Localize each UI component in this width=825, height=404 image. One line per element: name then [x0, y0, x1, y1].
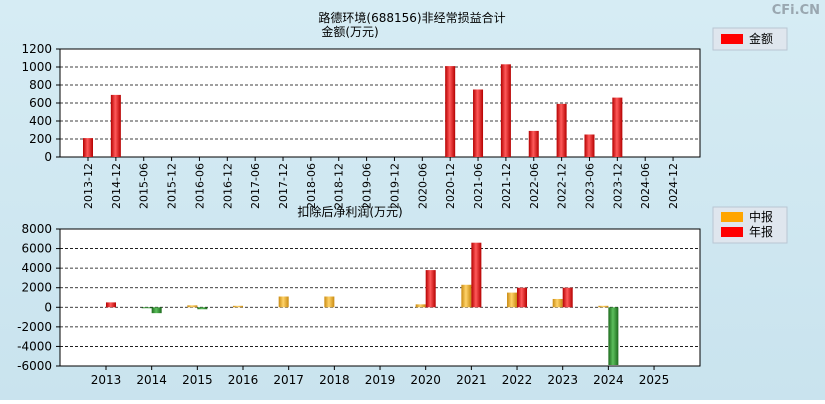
chart2-bar-annual [197, 307, 208, 310]
chart2-bar-annual [608, 307, 619, 366]
chart2-bar-annual [517, 287, 528, 308]
chart2-ytick-label: 2000 [21, 281, 52, 295]
chart2-bar-interim [461, 284, 472, 308]
chart1-title: 路德环境(688156)非经常损益合计 [318, 10, 505, 25]
chart2-title: 扣除后净利润(万元) [297, 204, 402, 219]
chart1-bar [83, 138, 93, 157]
chart2-bar-annual [562, 287, 573, 308]
chart1-xtick-label: 2018-12 [333, 163, 346, 209]
chart2-xtick-label: 2016 [228, 373, 259, 387]
chart2-bar-interim [141, 307, 152, 309]
legend2-swatch-annual [721, 227, 743, 237]
legend1-swatch-amount [721, 34, 743, 44]
watermark: CFi.CN [772, 3, 820, 18]
chart2-xtick-label: 2025 [639, 373, 670, 387]
legend2-label-annual: 年报 [749, 224, 773, 239]
chart1-bar [556, 103, 567, 157]
chart2-ytick-label: -4000 [17, 339, 52, 353]
chart1-xtick-label: 2016-06 [193, 163, 206, 209]
chart2-xtick-label: 2015 [182, 373, 213, 387]
chart2-xtick-label: 2013 [91, 373, 122, 387]
chart1-legend: 金额 [712, 27, 788, 51]
chart1-plot: 0 200 400 600 800 1000 1200 2013-12 2014-12 2015-… [21, 42, 701, 209]
chart2-xtick-label: 2014 [136, 373, 167, 387]
chart1-xtick-label: 2015-06 [138, 163, 151, 209]
chart2-xtick-label: 2020 [410, 373, 441, 387]
legend2-swatch-interim [721, 212, 743, 222]
chart1-xtick-label: 2015-12 [166, 163, 179, 209]
chart1-ytick-label: 1000 [21, 60, 52, 74]
chart2-xtick-label: 2023 [547, 373, 578, 387]
chart1-ytick-label: 200 [29, 132, 52, 146]
legend1-label-amount: 金额 [749, 31, 773, 46]
chart2-xtick-label: 2024 [593, 373, 624, 387]
chart1-bar [584, 134, 595, 157]
chart2-bar-interim [552, 298, 563, 308]
chart1-ytick-label: 1200 [21, 42, 52, 56]
chart2-xtick-label: 2021 [456, 373, 487, 387]
chart1-xtick-label: 2019-06 [361, 163, 374, 209]
chart1-xtick-label: 2022-06 [528, 163, 541, 209]
chart1-ytick-label: 800 [29, 78, 52, 92]
chart1-xtick-label: 2024-06 [639, 163, 652, 209]
chart1-xtick-label: 2023-06 [583, 163, 596, 209]
chart1-xtick-label: 2024-12 [667, 163, 680, 209]
chart2-plot: -6000 -4000 -2000 0 2000 4000 6000 8000 2013 2014… [17, 222, 701, 387]
chart2-xtick-label: 2019 [365, 373, 396, 387]
chart2-ytick-label: 0 [44, 300, 52, 314]
chart1-xtick-label: 2017-12 [277, 163, 290, 209]
chart2-legend: 中报 年报 [712, 206, 788, 244]
chart1-xtick-label: 2013-12 [82, 163, 95, 209]
chart2-ytick-label: 6000 [21, 242, 52, 256]
chart1-xtick-label: 2020-06 [416, 163, 429, 209]
chart1-subtitle: 金额(万元) [321, 24, 378, 39]
chart2-bar-annual [151, 307, 162, 314]
chart1-ytick-label: 400 [29, 114, 52, 128]
legend1-box [712, 27, 788, 51]
chart1-bar [473, 89, 484, 157]
chart1-xtick-label: 2021-06 [472, 163, 485, 209]
chart2-bar-annual [425, 270, 436, 308]
chart1-bar [528, 130, 539, 157]
chart1-xtick-label: 2018-06 [305, 163, 318, 209]
chart1-bar [445, 66, 456, 157]
chart1-bar [110, 94, 121, 157]
chart1-bar [612, 97, 623, 157]
chart2-bar-interim [278, 296, 289, 308]
chart2-bar-interim [233, 305, 244, 308]
chart1-xtick-label: 2016-12 [221, 163, 234, 209]
chart2-xtick-label: 2018 [319, 373, 350, 387]
chart2-ytick-label: 4000 [21, 261, 52, 275]
chart1-xtick-label: 2023-12 [611, 163, 624, 209]
chart1-xtick-label: 2020-12 [444, 163, 457, 209]
chart2-bar-annual [106, 302, 116, 308]
chart1-xtick-label: 2022-12 [556, 163, 569, 209]
chart2-ytick-label: 8000 [21, 222, 52, 236]
chart2-ytick-label: -6000 [17, 359, 52, 373]
chart2-bar-annual [471, 242, 482, 308]
chart2-xtick-label: 2022 [502, 373, 533, 387]
chart2-bar-interim [187, 305, 198, 308]
chart1-bar [500, 64, 511, 157]
legend2-label-interim: 中报 [749, 209, 773, 224]
chart2-bar-interim [598, 305, 609, 308]
chart1-ytick-label: 0 [44, 150, 52, 164]
chart2-ytick-label: -2000 [17, 320, 52, 334]
chart2-bar-interim [415, 304, 426, 308]
chart1-xtick-label: 2021-12 [500, 163, 513, 209]
chart2-bar-interim [507, 292, 518, 308]
chart2-bar-interim [324, 296, 335, 308]
chart1-xtick-label: 2014-12 [110, 163, 123, 209]
chart1-ytick-label: 600 [29, 96, 52, 110]
chart1-xtick-label: 2017-06 [249, 163, 262, 209]
chart1-xtick-label: 2019-12 [388, 163, 401, 209]
chart2-plot-area [59, 228, 701, 367]
chart2-xtick-label: 2017 [273, 373, 304, 387]
